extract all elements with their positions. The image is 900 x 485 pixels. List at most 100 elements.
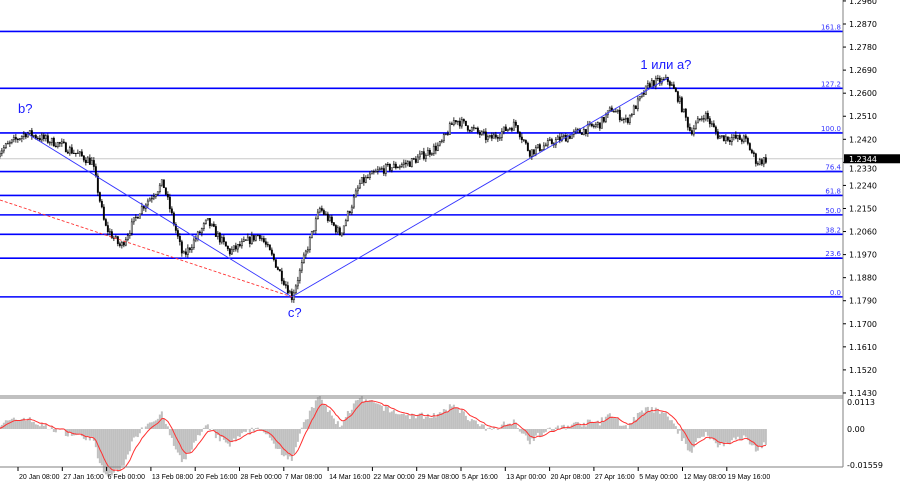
time-tick-label: 28 Feb 00:00: [241, 474, 282, 481]
candle-body: [434, 145, 437, 151]
price-tick-label: 1.2240: [849, 181, 877, 190]
histogram-bar: [568, 427, 571, 429]
candle-body: [674, 88, 677, 92]
histogram-bar: [284, 429, 287, 456]
candle-body: [44, 135, 47, 139]
histogram-bar: [30, 422, 33, 429]
candle-body: [672, 84, 675, 89]
candle-body: [706, 112, 709, 119]
candle-body: [220, 237, 223, 243]
candle-body: [472, 127, 475, 129]
fib-level-label: 100.0: [821, 125, 841, 133]
time-tick-label: 13 Feb 08:00: [152, 474, 193, 481]
histogram-bar: [486, 428, 489, 429]
candle-body: [92, 160, 95, 167]
candle-body: [536, 144, 539, 149]
histogram-bar: [40, 422, 43, 429]
histogram-bar: [420, 412, 423, 429]
histogram-bar: [208, 429, 211, 431]
candle-body: [224, 241, 227, 247]
histogram-bar: [764, 429, 767, 446]
candle-body: [186, 247, 189, 255]
candle-body: [382, 168, 385, 174]
histogram-bar: [6, 420, 9, 429]
candle-body: [30, 130, 33, 137]
candle-body: [406, 161, 409, 165]
histogram-bar: [496, 429, 499, 430]
histogram-bar: [324, 405, 327, 429]
candle-body: [620, 119, 623, 121]
time-tick-label: 20 Apr 08:00: [551, 474, 591, 481]
histogram-bar: [120, 429, 123, 466]
histogram-bar: [746, 429, 749, 441]
wave-label-c: c?: [288, 305, 302, 320]
histogram-bar: [476, 424, 479, 429]
candle-body: [470, 127, 473, 132]
histogram-bar: [606, 414, 609, 429]
histogram-bar: [206, 424, 209, 429]
histogram-bar: [346, 411, 349, 429]
candle-body: [68, 147, 71, 154]
histogram-bar: [258, 429, 261, 431]
candle-body: [0, 150, 3, 154]
histogram-bar: [52, 429, 55, 433]
histogram-bar: [322, 404, 325, 429]
histogram-bar: [534, 429, 537, 436]
candle-body: [540, 149, 543, 151]
histogram-bar: [366, 401, 369, 429]
candle-body: [74, 152, 77, 154]
current-price-badge: [844, 154, 900, 164]
histogram-bar: [122, 429, 125, 466]
histogram-bar: [616, 417, 619, 429]
candle-body: [508, 128, 511, 130]
candle-body: [346, 211, 349, 221]
candle-body: [18, 138, 21, 140]
price-tick-label: 1.2870: [849, 20, 877, 29]
candle-body: [162, 179, 165, 189]
histogram-bar: [652, 412, 655, 429]
histogram-bar: [190, 429, 193, 450]
histogram-bar: [94, 429, 97, 448]
histogram-bar: [478, 426, 481, 429]
histogram-bar: [456, 407, 459, 429]
candle-body: [696, 118, 699, 124]
candle-body: [412, 158, 415, 160]
histogram-bar: [474, 420, 477, 429]
candle-body: [480, 131, 483, 135]
candle-body: [26, 133, 29, 138]
candle-body: [176, 230, 179, 237]
candles: [0, 74, 767, 303]
histogram-bar: [552, 429, 555, 432]
price-tick-label: 1.2780: [849, 43, 877, 52]
histogram-bar: [310, 407, 313, 429]
histogram-bar: [368, 400, 371, 429]
candle-body: [372, 171, 375, 173]
candle-body: [12, 137, 15, 141]
candle-body: [198, 231, 201, 234]
candle-body: [396, 167, 399, 169]
histogram-bar: [82, 429, 85, 439]
candle-body: [180, 241, 183, 254]
candle-body: [204, 219, 207, 224]
candle-body: [400, 164, 403, 167]
histogram-bar: [102, 429, 105, 473]
histogram-bar: [430, 417, 433, 429]
candle-body: [314, 218, 317, 231]
histogram-bar: [750, 429, 753, 446]
histogram-bar: [362, 401, 365, 429]
histogram-bar: [34, 424, 37, 429]
candle-body: [446, 133, 449, 135]
candle-body: [54, 145, 57, 147]
histogram-bar: [684, 429, 687, 444]
candle-body: [154, 194, 157, 197]
candle-body: [20, 136, 23, 139]
candle-body: [488, 135, 491, 137]
candle-body: [570, 134, 573, 139]
candle-body: [754, 153, 757, 164]
histogram-bar: [452, 404, 455, 429]
wave-line-b-c: [25, 132, 293, 298]
histogram-bar: [332, 418, 335, 429]
candle-body: [294, 285, 297, 294]
histogram-bar: [758, 429, 761, 447]
candle-body: [256, 235, 259, 237]
